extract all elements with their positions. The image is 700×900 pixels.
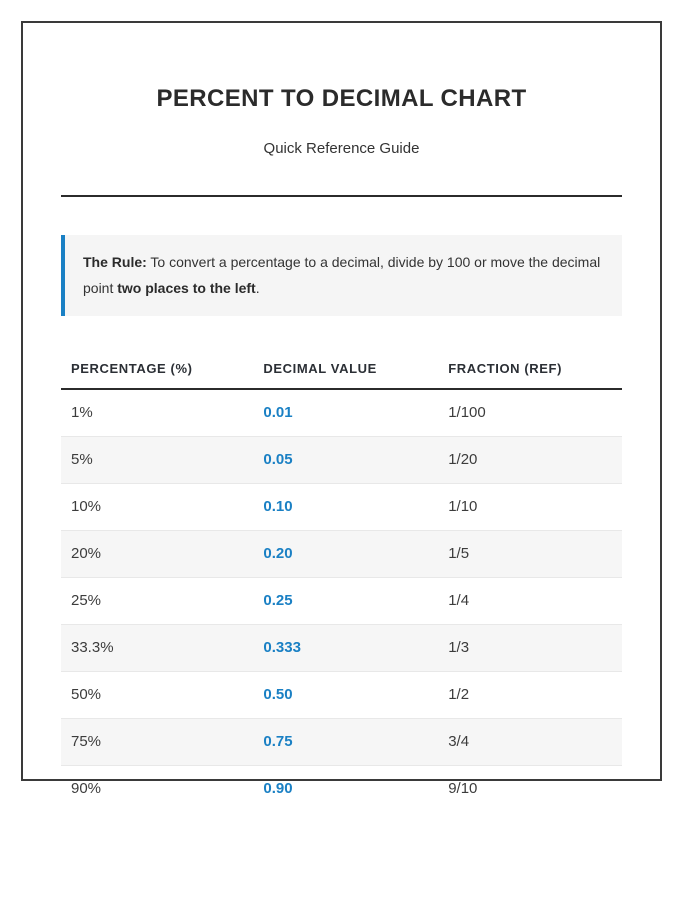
- cell-decimal: 0.05: [263, 451, 293, 469]
- cell-fraction: 1/100: [448, 404, 486, 422]
- rule-label: The Rule:: [83, 253, 147, 270]
- title-divider: [61, 194, 622, 197]
- cell-fraction: 1/4: [448, 592, 470, 610]
- rule-callout: The Rule: To convert a percentage to a d…: [61, 234, 622, 316]
- cell-fraction: 1/10: [448, 498, 478, 516]
- rule-emphasis: two places to the left: [117, 280, 256, 297]
- cell-fraction: 1/5: [448, 545, 470, 563]
- cell-decimal: 0.333: [263, 639, 301, 657]
- column-header-fraction: FRACTION (REF): [438, 350, 622, 390]
- rule-suffix: .: [255, 280, 260, 297]
- table-row: 75% 0.75 3/4: [61, 718, 622, 766]
- cell-percentage: 25%: [71, 592, 102, 610]
- column-header-decimal: DECIMAL VALUE: [253, 350, 439, 390]
- document-page: PERCENT TO DECIMAL CHART Quick Reference…: [21, 21, 662, 797]
- cell-fraction: 1/3: [448, 639, 470, 657]
- table-row: 5% 0.05 1/20: [61, 436, 622, 484]
- table-row: 25% 0.25 1/4: [61, 577, 622, 624]
- cell-decimal: 0.90: [263, 780, 293, 798]
- page-title: PERCENT TO DECIMAL CHART: [156, 85, 527, 112]
- page-subtitle: Quick Reference Guide: [263, 139, 420, 157]
- cell-percentage: 1%: [71, 404, 93, 422]
- column-header-percentage: PERCENTAGE (%): [61, 350, 254, 390]
- cell-percentage: 33.3%: [71, 639, 114, 657]
- cell-decimal: 0.10: [263, 498, 293, 516]
- cell-decimal: 0.75: [263, 733, 293, 751]
- table-header: PERCENTAGE (%) DECIMAL VALUE FRACTION (R…: [61, 350, 622, 390]
- table-row: 33.3% 0.333 1/3: [61, 624, 622, 672]
- cell-decimal: 0.25: [263, 592, 293, 610]
- table-row: 90% 0.90 9/10: [61, 765, 622, 812]
- table-row: 20% 0.20 1/5: [61, 530, 622, 578]
- rule-text: The Rule: To convert a percentage to a d…: [83, 249, 604, 302]
- cell-percentage: 90%: [71, 780, 102, 798]
- cell-percentage: 5%: [71, 451, 93, 469]
- table-row: 1% 0.01 1/100: [61, 389, 622, 437]
- table-row: 50% 0.50 1/2: [61, 671, 622, 718]
- cell-decimal: 0.50: [263, 686, 293, 704]
- cell-percentage: 50%: [71, 686, 102, 704]
- table-row: 10% 0.10 1/10: [61, 483, 622, 530]
- cell-decimal: 0.20: [263, 545, 293, 563]
- conversion-table: PERCENTAGE (%) DECIMAL VALUE FRACTION (R…: [61, 350, 622, 812]
- cell-percentage: 10%: [71, 498, 102, 516]
- rule-body: To convert a percentage to a decimal, di…: [83, 253, 601, 297]
- cell-decimal: 0.01: [263, 404, 293, 422]
- cell-fraction: 9/10: [448, 780, 478, 798]
- cell-fraction: 1/2: [448, 686, 470, 704]
- header-row: PERCENTAGE (%) DECIMAL VALUE FRACTION (R…: [61, 350, 622, 390]
- cell-fraction: 1/20: [448, 451, 478, 469]
- cell-percentage: 20%: [71, 545, 102, 563]
- cell-fraction: 3/4: [448, 733, 470, 751]
- table-body: 1% 0.01 1/100 5% 0.05 1/20 10% 0.10 1/10 20% 0.20 1…: [61, 389, 622, 812]
- cell-percentage: 75%: [71, 733, 102, 751]
